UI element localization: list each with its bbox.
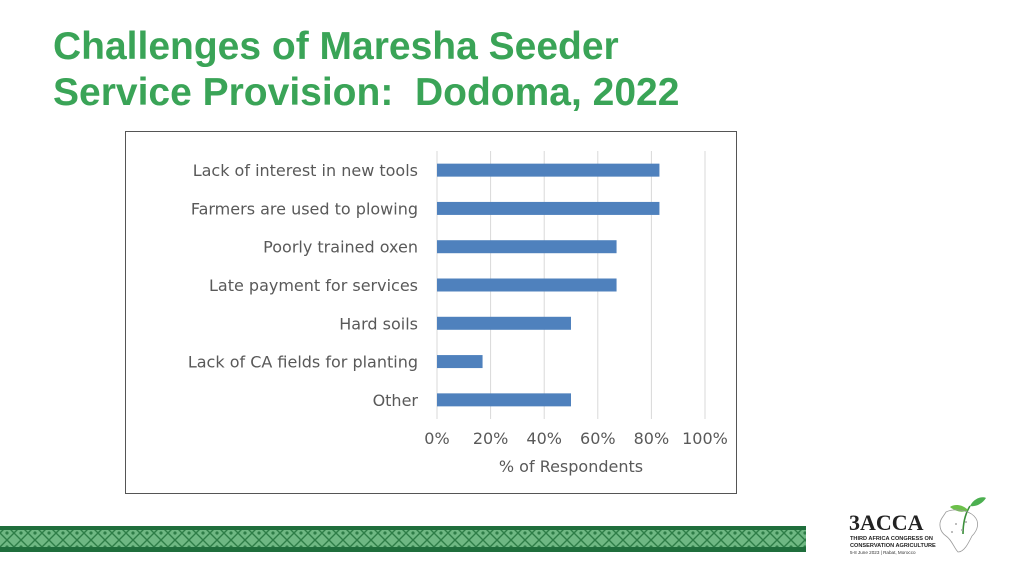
category-label: Other [373,391,419,410]
bar [437,316,571,330]
x-tick-label: 0% [424,429,449,448]
logo-line-3: 5-8 June 2023 | Rabat, Morocco [850,550,916,555]
seedling-icon [950,497,986,535]
bar [437,278,617,292]
bar [437,393,571,407]
africa-map-icon [939,509,978,553]
x-tick-label: 80% [634,429,670,448]
decorative-band [0,526,806,552]
x-axis-title: % of Respondents [499,457,643,476]
chart-frame: 0% 20% 40% 60% 80% 100% Lack of interest in ne… [125,131,737,494]
category-label: Farmers are used to plowing [191,199,418,218]
congress-logo: 3ACCA THIRD AFRICA CONGRESS ON CONSERVAT… [849,497,986,555]
bar-chart: 0% 20% 40% 60% 80% 100% Lack of interest in ne… [188,151,728,476]
logo-wordmark: 3ACCA [849,510,924,535]
x-tick-label: 60% [580,429,616,448]
logo-line-2: CONSERVATION AGRICULTURE [850,543,936,549]
category-label: Poorly trained oxen [263,238,418,257]
category-label: Lack of interest in new tools [193,161,418,180]
bar [437,240,617,254]
slide-title-line-2: Service Provision: Dodoma, 2022 [53,71,680,114]
bar [437,201,660,215]
bar [437,355,483,369]
slide-title-line-1: Challenges of Maresha Seeder [53,25,619,68]
category-label: Lack of CA fields for planting [188,353,418,372]
logo-line-1: THIRD AFRICA CONGRESS ON [850,536,933,542]
bar [437,163,660,177]
category-label: Late payment for services [209,276,418,295]
slide-title: Challenges of Maresha Seeder Service Pro… [53,24,953,116]
x-tick-label: 40% [526,429,562,448]
x-tick-label: 100% [682,429,728,448]
x-tick-label: 20% [473,429,509,448]
category-label: Hard soils [339,314,418,333]
